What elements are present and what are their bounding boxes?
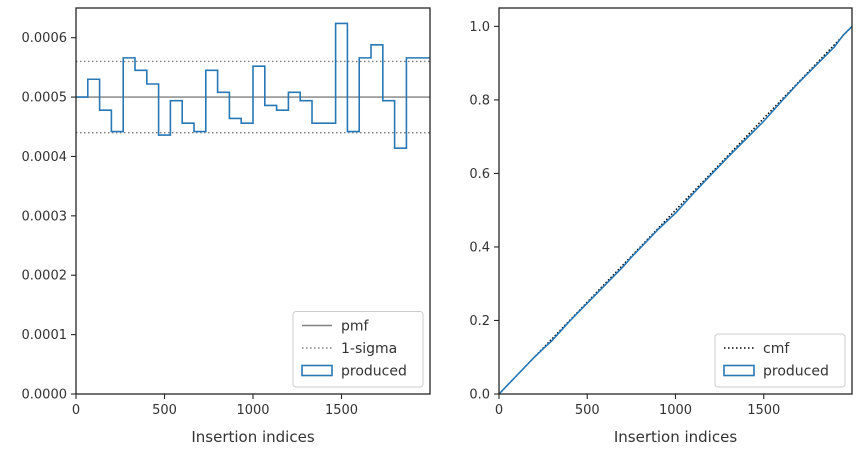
legend-box <box>714 333 846 388</box>
pmf-histogram-panel: 0 500 1000 1500 0.0000 0.0001 0.0002 0.0003 0.00… <box>22 7 431 446</box>
y-tick-label: 0.0 <box>469 388 490 403</box>
y-tick-label: 0.0000 <box>22 388 68 403</box>
series-line-produced <box>498 25 853 395</box>
x-tick-label: 0 <box>72 403 80 418</box>
x-axis-label: Insertion indices <box>614 428 737 446</box>
legend-label-cmf: cmf <box>763 341 790 357</box>
y-tick-label: 0.0005 <box>22 91 68 106</box>
y-tick-label: 0.8 <box>469 93 490 108</box>
y-tick-label: 0.0006 <box>22 31 68 46</box>
legend-swatch-produced <box>301 364 333 377</box>
x-tick-label: 1500 <box>325 403 358 418</box>
y-tick-label: 0.0001 <box>22 328 68 343</box>
legend-swatch-produced <box>723 364 755 377</box>
x-tick-label: 500 <box>152 403 177 418</box>
x-tick-label: 1000 <box>236 403 269 418</box>
x-tick-label: 1000 <box>659 403 692 418</box>
x-tick-label: 500 <box>575 403 600 418</box>
y-tick-label: 0.0002 <box>22 269 68 284</box>
legend-label-produced: produced <box>341 364 407 380</box>
y-tick-label: 0.0004 <box>22 150 68 165</box>
y-tick-label: 0.4 <box>469 240 490 255</box>
x-tick-label: 1500 <box>747 403 780 418</box>
legend-label-pmf: pmf <box>341 319 370 335</box>
legend-label-1-sigma: 1-sigma <box>341 341 397 357</box>
cmf-panel: 0 500 1000 1500 0.0 0.2 0.4 0.6 0.8 1.0 Insertion … <box>469 7 853 446</box>
y-tick-label: 0.6 <box>469 167 490 182</box>
y-tick-label: 0.2 <box>469 314 490 329</box>
legend-box <box>292 311 424 388</box>
y-tick-label: 1.0 <box>469 20 490 35</box>
x-axis-label: Insertion indices <box>191 428 314 446</box>
legend-label-produced: produced <box>763 364 829 380</box>
series-line-produced <box>76 22 430 149</box>
x-tick-label: 0 <box>495 403 503 418</box>
y-tick-label: 0.0003 <box>22 209 68 224</box>
